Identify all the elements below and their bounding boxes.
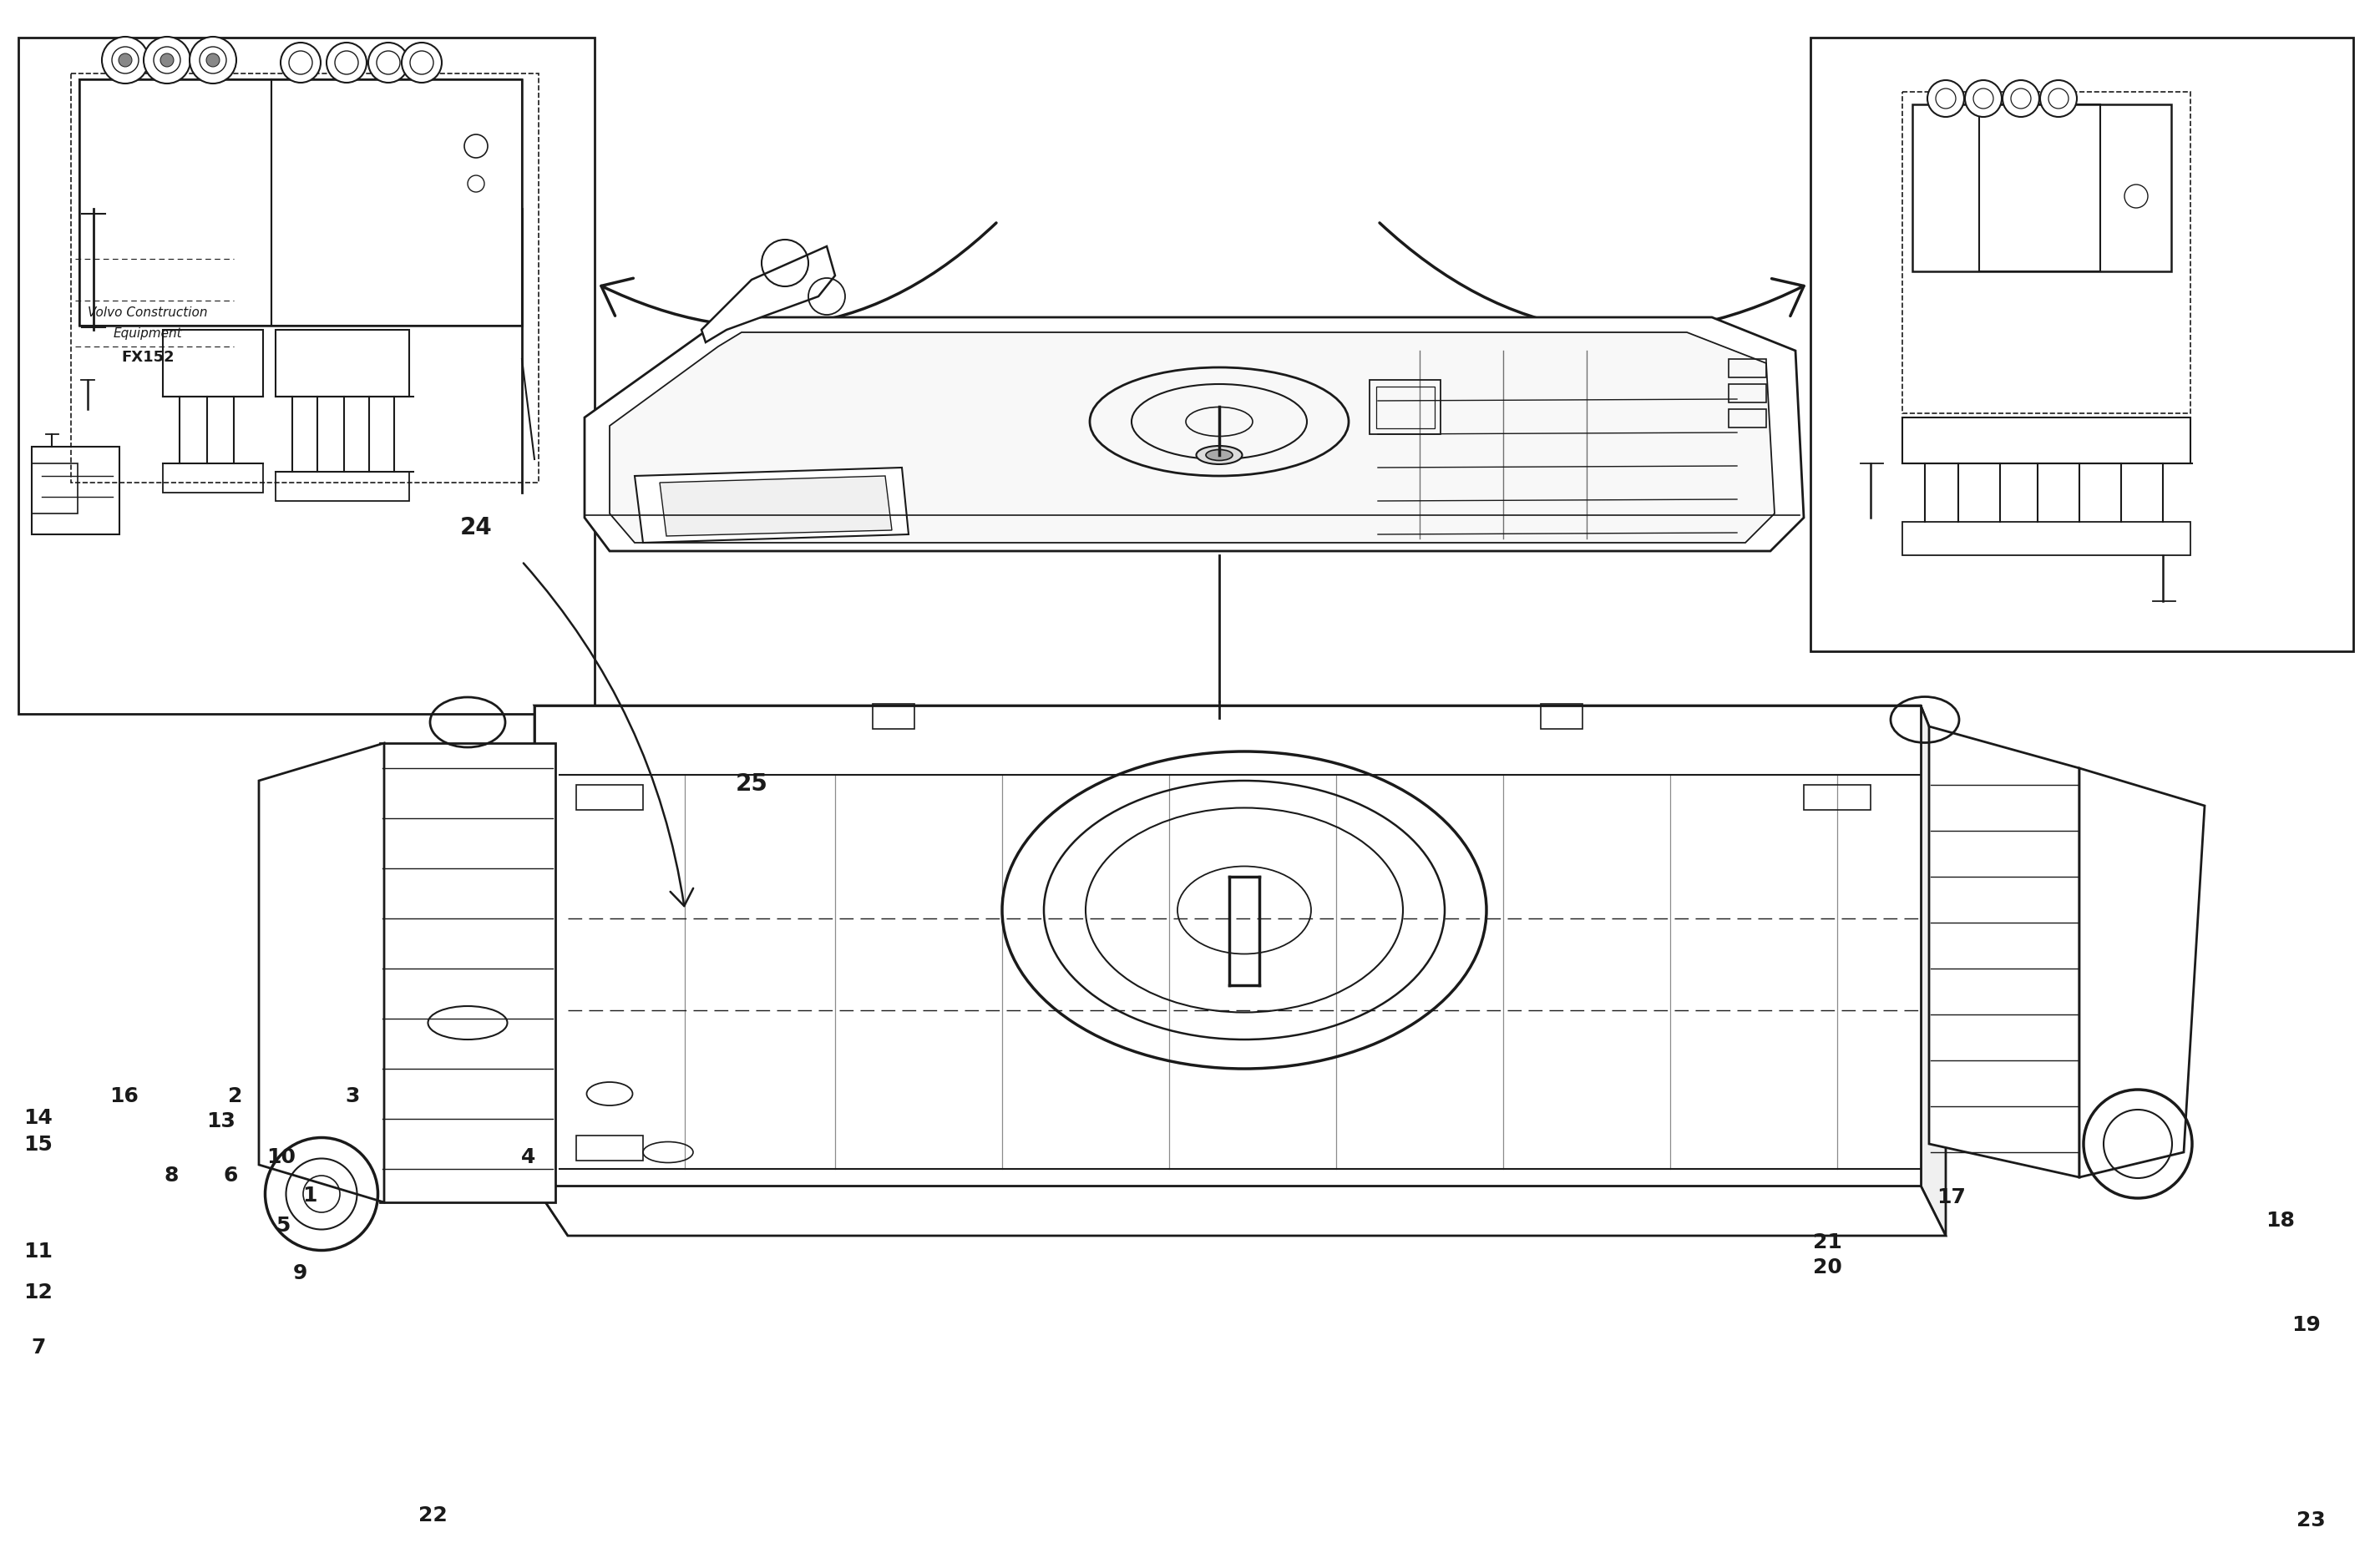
- Circle shape: [281, 42, 321, 82]
- Polygon shape: [536, 705, 1921, 1185]
- Polygon shape: [609, 332, 1775, 542]
- Text: 10: 10: [267, 1148, 295, 1166]
- FancyArrowPatch shape: [602, 224, 997, 326]
- Polygon shape: [1930, 727, 2080, 1177]
- Text: Equipment: Equipment: [114, 328, 181, 340]
- Polygon shape: [536, 1185, 1947, 1236]
- Bar: [1376, 387, 1435, 429]
- Polygon shape: [2080, 769, 2204, 1177]
- Bar: [1902, 418, 2190, 463]
- Bar: [19, 37, 595, 714]
- Text: 18: 18: [2266, 1211, 2294, 1230]
- Polygon shape: [659, 475, 892, 536]
- Circle shape: [190, 37, 236, 84]
- Bar: [276, 472, 409, 502]
- Text: 2: 2: [228, 1087, 243, 1106]
- Bar: [79, 79, 521, 326]
- Circle shape: [1966, 81, 2002, 116]
- Bar: [31, 447, 119, 534]
- Circle shape: [119, 53, 131, 67]
- Bar: [79, 79, 271, 326]
- Bar: [576, 784, 643, 811]
- Circle shape: [1928, 81, 1963, 116]
- Bar: [162, 463, 264, 492]
- Bar: [1980, 104, 2099, 272]
- Text: 16: 16: [109, 1087, 138, 1106]
- Circle shape: [207, 53, 219, 67]
- FancyArrowPatch shape: [1380, 222, 1804, 331]
- Bar: [1902, 522, 2190, 556]
- Bar: [1728, 359, 1766, 377]
- Circle shape: [2040, 81, 2078, 116]
- Bar: [1804, 784, 1871, 811]
- Text: 4: 4: [521, 1148, 536, 1166]
- Bar: [576, 1135, 643, 1160]
- Text: 7: 7: [31, 1339, 45, 1357]
- Polygon shape: [585, 317, 1804, 551]
- Bar: [31, 463, 79, 514]
- Bar: [1728, 384, 1766, 402]
- Bar: [1902, 92, 2190, 413]
- Circle shape: [326, 42, 367, 82]
- Bar: [873, 704, 914, 728]
- Bar: [1368, 380, 1440, 435]
- Text: 22: 22: [419, 1506, 447, 1525]
- Polygon shape: [536, 705, 1947, 769]
- Text: 11: 11: [24, 1242, 52, 1261]
- Text: 3: 3: [345, 1087, 359, 1106]
- Polygon shape: [381, 742, 555, 1202]
- Text: 8: 8: [164, 1166, 178, 1185]
- Text: FX152: FX152: [121, 349, 174, 365]
- Circle shape: [143, 37, 190, 84]
- Text: 23: 23: [2297, 1511, 2325, 1530]
- Polygon shape: [702, 247, 835, 342]
- Text: 20: 20: [1814, 1258, 1842, 1277]
- Text: 21: 21: [1814, 1233, 1842, 1252]
- Text: 17: 17: [1937, 1188, 1966, 1207]
- Circle shape: [402, 42, 443, 82]
- Text: 5: 5: [276, 1216, 290, 1235]
- Text: 24: 24: [459, 516, 493, 540]
- Circle shape: [159, 53, 174, 67]
- Circle shape: [369, 42, 409, 82]
- Polygon shape: [259, 742, 383, 1202]
- Text: Volvo Construction: Volvo Construction: [88, 307, 207, 320]
- Bar: [1728, 408, 1766, 427]
- Bar: [1540, 704, 1583, 728]
- Bar: [162, 329, 264, 396]
- Ellipse shape: [1197, 446, 1242, 464]
- Text: 1: 1: [302, 1186, 317, 1205]
- Text: 12: 12: [24, 1283, 52, 1301]
- Text: 14: 14: [24, 1109, 52, 1127]
- Ellipse shape: [1207, 450, 1233, 461]
- Text: 13: 13: [207, 1112, 236, 1131]
- Bar: [71, 73, 538, 483]
- Bar: [271, 79, 521, 326]
- Bar: [276, 329, 409, 396]
- Polygon shape: [1921, 705, 1947, 1236]
- Text: 15: 15: [24, 1135, 52, 1154]
- Polygon shape: [635, 467, 909, 542]
- Circle shape: [102, 37, 148, 84]
- FancyArrowPatch shape: [524, 564, 693, 905]
- Text: 6: 6: [224, 1166, 238, 1185]
- Circle shape: [2002, 81, 2040, 116]
- Bar: [1811, 37, 2354, 651]
- Text: 25: 25: [735, 772, 769, 797]
- Text: 9: 9: [293, 1264, 307, 1283]
- Bar: [1914, 104, 2171, 272]
- Text: 19: 19: [2292, 1315, 2320, 1334]
- Polygon shape: [536, 705, 569, 1236]
